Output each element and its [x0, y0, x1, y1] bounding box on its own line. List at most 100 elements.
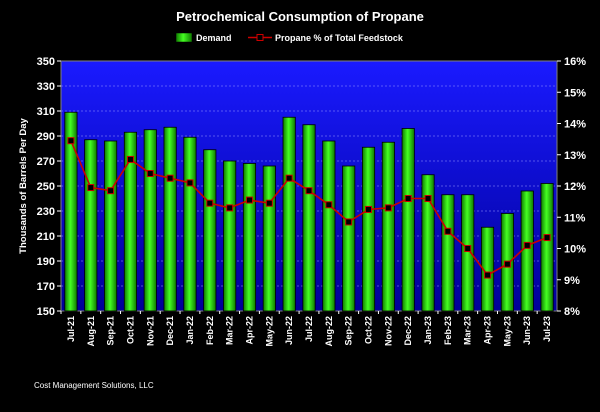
legend: Demand Propane % of Total Feedstock: [175, 32, 404, 43]
tick-label-x: Feb-23: [443, 316, 453, 345]
tick-label-x: Jan-23: [423, 316, 433, 345]
tick-label-left: 210: [37, 231, 55, 243]
point-propane: [484, 271, 492, 279]
point-propane: [166, 174, 174, 182]
bar-demand: [342, 165, 356, 312]
point-propane: [365, 205, 373, 213]
tick-label-x: Apr-23: [483, 316, 493, 345]
x-axis: Jul-21 Aug-21 Sep-21 Oct-21 Nov-21 Dec-21 Jan-…: [60, 311, 552, 347]
bar-demand: [461, 194, 475, 312]
legend-marker-propane: [256, 34, 264, 41]
tick-label-right: 12%: [564, 181, 586, 193]
bar-demand: [183, 136, 197, 312]
tick-label-x: Aug-21: [86, 316, 96, 347]
tick-label-left: 170: [37, 281, 55, 293]
y-axis-right: 8% 9% 10% 11% 12% 13% 14% 15% 16%: [557, 56, 586, 318]
tick-label-right: 16%: [564, 56, 586, 68]
point-propane: [444, 227, 452, 235]
tick-label-x: Jul-23: [542, 316, 552, 342]
legend-label-demand: Demand: [196, 33, 232, 43]
line-propane-pct: [67, 137, 551, 279]
tick-label-left: 330: [37, 81, 55, 93]
tick-label-left: 250: [37, 181, 55, 193]
tick-label-x: Dec-21: [165, 316, 175, 346]
point-propane: [325, 201, 333, 209]
tick-label-left: 290: [37, 131, 55, 143]
tick-label-left: 270: [37, 156, 55, 168]
chart-title: Petrochemical Consumption of Propane: [176, 9, 424, 24]
bar-demand: [441, 194, 455, 312]
tick-label-x: Sep-21: [106, 316, 116, 346]
tick-label-x: Feb-22: [205, 316, 215, 345]
tick-label-right: 13%: [564, 150, 586, 162]
legend-label-propane: Propane % of Total Feedstock: [275, 33, 404, 43]
tick-label-x: May-22: [264, 316, 274, 347]
tick-label-x: Jun-23: [522, 316, 532, 345]
tick-label-left: 150: [37, 306, 55, 318]
bar-demand: [322, 140, 336, 312]
tick-label-right: 9%: [564, 275, 580, 287]
bar-demand: [84, 139, 98, 312]
point-propane: [107, 187, 115, 195]
point-propane: [226, 204, 234, 212]
bar-demand: [381, 141, 395, 312]
tick-label-right: 10%: [564, 244, 586, 256]
tick-label-left: 190: [37, 256, 55, 268]
bar-demand: [163, 126, 177, 312]
tick-label-x: Oct-22: [364, 316, 374, 344]
tick-label-x: Jun-22: [284, 316, 294, 345]
point-propane: [404, 195, 412, 202]
point-propane: [126, 155, 134, 163]
point-propane: [87, 184, 95, 192]
point-propane: [305, 187, 313, 195]
point-propane: [245, 196, 253, 204]
point-propane: [503, 260, 511, 268]
point-propane: [206, 199, 214, 207]
legend-swatch-demand: [175, 32, 193, 43]
footer-credit: Cost Management Solutions, LLC: [34, 381, 154, 390]
bar-demand: [421, 174, 435, 312]
bar-demand: [520, 190, 534, 312]
bar-demand: [64, 111, 78, 312]
point-propane: [345, 218, 353, 226]
tick-label-x: Jul-22: [304, 316, 314, 342]
point-propane: [265, 199, 273, 207]
tick-label-left: 350: [37, 56, 55, 68]
y-axis-label-left: Thousands of Barrels Per Day: [18, 117, 29, 253]
tick-label-x: May-23: [502, 316, 512, 347]
point-propane: [186, 179, 194, 187]
tick-label-x: Dec-22: [403, 316, 413, 346]
bar-demand: [540, 183, 554, 312]
bar-demand: [104, 140, 118, 312]
point-propane: [285, 174, 293, 182]
tick-label-x: Oct-21: [125, 316, 135, 344]
bar-demand: [203, 149, 217, 312]
tick-label-left: 230: [37, 206, 55, 218]
y-axis-left: 150 170 190 210 230 250 270 290 310 330 350: [37, 56, 61, 318]
bar-demand: [401, 128, 415, 312]
tick-label-x: Sep-22: [344, 316, 354, 346]
point-propane: [464, 245, 472, 252]
point-propane: [146, 170, 154, 177]
tick-label-x: Jul-21: [66, 316, 76, 342]
tick-label-x: Nov-22: [383, 316, 393, 346]
point-propane: [543, 234, 551, 242]
point-propane: [67, 137, 75, 145]
tick-label-right: 15%: [564, 87, 586, 99]
bar-demand: [242, 163, 257, 312]
point-propane: [424, 195, 432, 202]
tick-label-right: 11%: [564, 212, 586, 224]
tick-label-x: Apr-22: [244, 316, 254, 345]
tick-label-right: 14%: [564, 119, 586, 131]
bar-demand: [123, 131, 137, 312]
bar-demand: [143, 129, 157, 312]
bar-demand: [361, 146, 376, 312]
bar-demand: [223, 160, 237, 312]
point-propane: [523, 241, 531, 249]
tick-label-x: Mar-22: [225, 316, 235, 345]
tick-label-x: Jan-22: [185, 316, 195, 345]
tick-label-x: Mar-23: [463, 316, 473, 345]
point-propane: [384, 204, 392, 212]
